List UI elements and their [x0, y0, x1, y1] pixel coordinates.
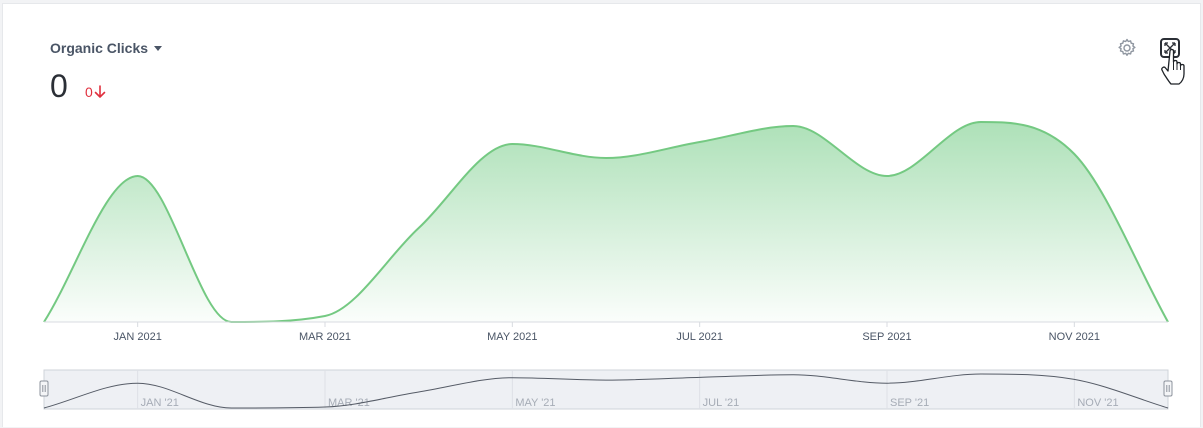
navigator-right-handle[interactable] [1163, 380, 1173, 397]
x-tick-label: JUL 2021 [676, 331, 723, 343]
metric-value: 0 [50, 68, 68, 104]
metric-label: Organic Clicks [50, 40, 149, 56]
navigator-tick-label: MAR '21 [328, 397, 370, 409]
navigator-tick-label: NOV '21 [1077, 397, 1118, 409]
navigator-left-handle[interactable] [39, 380, 49, 397]
x-tick-label: JAN 2021 [114, 331, 162, 343]
navigator-series-line [43, 373, 1169, 409]
navigator-tick-label: JAN '21 [141, 397, 179, 409]
metric-delta: 0 [85, 84, 106, 100]
x-tick-label: MAY 2021 [487, 331, 537, 343]
organic-clicks-widget: Organic Clicks 0 0 [2, 3, 1201, 427]
navigator-track [43, 369, 1169, 410]
metric-dropdown[interactable]: Organic Clicks [50, 40, 163, 56]
area-fill [44, 122, 1168, 322]
x-tick-label: MAR 2021 [299, 331, 351, 343]
area-chart: JAN 2021 MAR 2021 MAY 2021 JUL 2021 SEP 2021… [39, 120, 1173, 410]
settings-button[interactable] [1116, 37, 1138, 59]
x-tick-label: SEP 2021 [862, 331, 911, 343]
range-navigator[interactable]: JAN '21 MAR '21 MAY '21 JUL '21 SEP '21 NOV '… [39, 369, 1173, 410]
navigator-tick-label: SEP '21 [890, 397, 929, 409]
gear-icon [1118, 38, 1136, 56]
delta-value: 0 [85, 84, 93, 100]
expand-icon [1160, 38, 1180, 58]
navigator-tick-label: JUL '21 [703, 397, 740, 409]
series-line [43, 120, 1169, 324]
x-tick-label: NOV 2021 [1049, 331, 1100, 343]
caret-down-icon [154, 46, 163, 51]
navigator-tick-label: MAY '21 [515, 397, 555, 409]
expand-button[interactable] [1159, 37, 1181, 59]
arrow-down-icon [94, 85, 106, 98]
